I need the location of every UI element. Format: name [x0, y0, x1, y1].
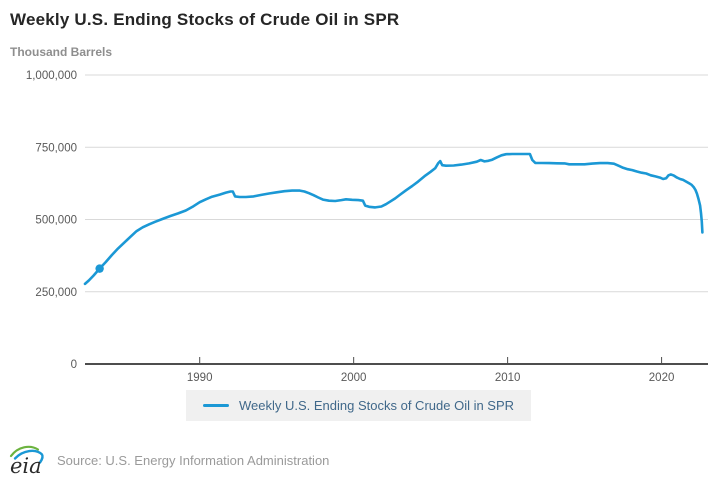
eia-logo-text: eia	[10, 454, 42, 477]
y-axis-tick-label: 0	[71, 359, 77, 371]
x-axis-tick-label: 2010	[495, 372, 521, 384]
x-axis-tick-label: 2000	[341, 372, 367, 384]
y-axis-tick-label: 500,000	[35, 215, 77, 227]
x-axis-tick-label: 1990	[187, 372, 213, 384]
legend[interactable]: Weekly U.S. Ending Stocks of Crude Oil i…	[186, 390, 532, 421]
y-axis-units-label: Thousand Barrels	[10, 45, 113, 59]
y-axis-tick-label: 250,000	[35, 287, 77, 299]
y-axis-tick-label: 1,000,000	[26, 70, 77, 82]
chart-title: Weekly U.S. Ending Stocks of Crude Oil i…	[10, 10, 400, 29]
series-line[interactable]	[83, 152, 704, 286]
source-attribution: Source: U.S. Energy Information Administ…	[57, 452, 330, 468]
y-axis-tick-label: 750,000	[35, 142, 77, 154]
legend-line-swatch-icon	[203, 404, 229, 407]
footer: eia Source: U.S. Energy Information Admi…	[8, 443, 329, 477]
eia-logo[interactable]: eia	[8, 443, 48, 477]
x-axis-tick-label: 2020	[649, 372, 675, 384]
legend-series-label: Weekly U.S. Ending Stocks of Crude Oil i…	[239, 398, 515, 413]
data-point-marker[interactable]	[95, 264, 104, 273]
line-chart-plot-area[interactable]: 0 250,000 500,000 750,000 1,000,000 1990 2000 2…	[0, 0, 720, 440]
